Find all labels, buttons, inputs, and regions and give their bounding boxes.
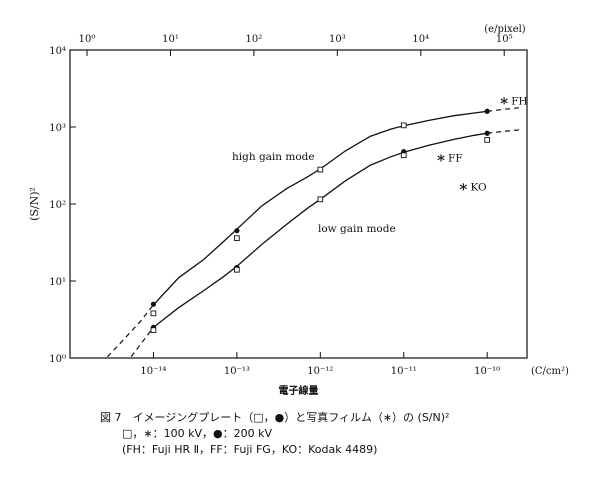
data-point-dot	[234, 228, 240, 234]
series-label-1: low gain mode	[318, 223, 396, 235]
series-0-curve	[152, 110, 488, 306]
y-tick-label: 10³	[49, 123, 66, 134]
chart: 10⁻¹⁴ 10⁻¹³ 10⁻¹² 10⁻¹¹ 10⁻¹⁰ (C/cm²) 電子線量 10⁰ 1…	[28, 24, 569, 397]
y-axis-label: (S/N)²	[28, 187, 41, 221]
x-tick-label: 10⁻¹⁰	[474, 366, 500, 377]
y-tick-label: 10¹	[49, 277, 66, 288]
top-tick-label: 10⁰	[79, 34, 96, 45]
y-tick-label: 10⁰	[49, 354, 66, 365]
data-point-dot	[484, 130, 490, 136]
film-point-label: FF	[448, 153, 463, 165]
chart-svg: 10⁻¹⁴ 10⁻¹³ 10⁻¹² 10⁻¹¹ 10⁻¹⁰ (C/cm²) 電子線量 10⁰ 1…	[28, 24, 569, 397]
film-point-asterisk: ∗	[458, 177, 468, 195]
top-unit-label: (e/pixel)	[484, 24, 526, 35]
x-tick-label: 10⁻¹⁴	[140, 366, 166, 377]
top-tick-label: 10²	[246, 34, 263, 45]
data-point-square	[484, 137, 491, 143]
plot-frame	[69, 49, 528, 359]
data-point-square	[317, 166, 324, 173]
film-point-asterisk: ∗	[499, 92, 509, 110]
series-0-extrapolation-low	[105, 304, 154, 358]
figure-caption-films: (FH：Fuji HR Ⅱ，FF：Fuji FG，KO：Kodak 4489)	[122, 443, 378, 456]
y-tick-label: 10⁴	[49, 46, 66, 57]
data-point-square	[150, 327, 157, 333]
x-tick-label: 10⁻¹³	[224, 366, 250, 377]
series-0-extrapolation-high	[487, 107, 521, 112]
figure-caption-title: 図 7 イメージングプレート（□，●）と写真フィルム（∗）の (S/N)²	[100, 411, 450, 424]
data-point-square	[400, 122, 407, 129]
data-point-square	[317, 196, 324, 203]
top-tick-label: 10⁴	[412, 34, 429, 45]
film-point-asterisk: ∗	[436, 149, 446, 167]
x-tick-label: 10⁻¹¹	[391, 366, 417, 377]
series-1-extrapolation-low	[129, 327, 154, 358]
data-point-square	[234, 266, 240, 273]
figure-caption-legend: □，∗：100 kV，●：200 kV	[122, 427, 272, 440]
data-point-dot	[150, 301, 157, 307]
x-axis-label: 電子線量	[279, 384, 319, 397]
y-tick-label: 10²	[49, 200, 66, 211]
data-point-square	[150, 310, 157, 317]
series-label-0: high gain mode	[232, 151, 315, 163]
x-unit-label: (C/cm²)	[531, 366, 569, 377]
top-tick-label: 10⁵	[496, 34, 513, 45]
film-point-label: KO	[470, 181, 487, 193]
series-1-extrapolation-high	[487, 129, 521, 134]
top-tick-label: 10¹	[162, 34, 179, 45]
x-tick-label: 10⁻¹²	[307, 366, 333, 377]
data-point-dot	[484, 108, 490, 114]
data-point-square	[234, 235, 240, 242]
data-point-square	[400, 152, 407, 159]
film-point-label: FH	[511, 96, 527, 108]
top-tick-label: 10³	[329, 34, 346, 45]
